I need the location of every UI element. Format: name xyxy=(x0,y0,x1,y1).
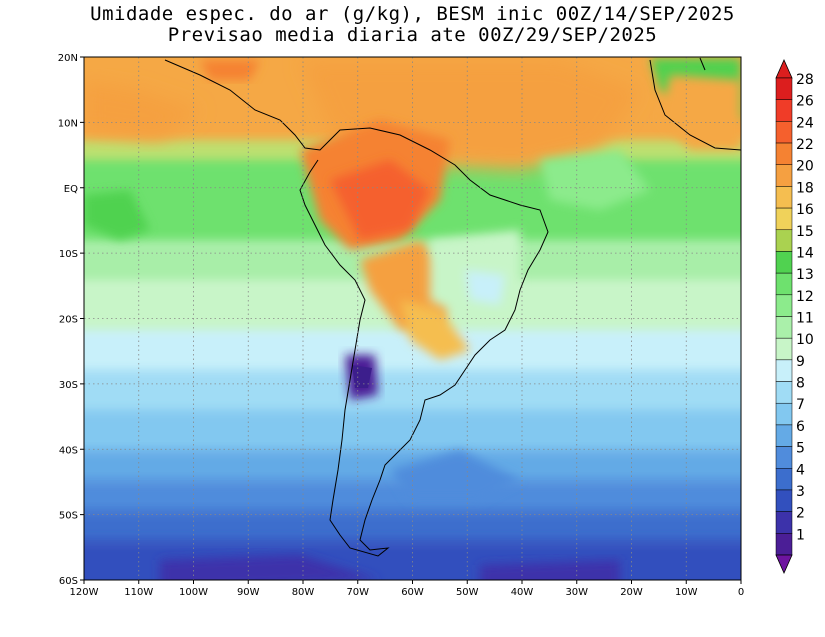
lon-tick-label: 70W xyxy=(346,587,369,598)
colorbar-label: 9 xyxy=(796,354,805,370)
colorbar-swatch xyxy=(775,142,793,165)
colorbar-swatch xyxy=(775,489,793,512)
lat-tick-label: 40S xyxy=(59,445,78,456)
coastlines xyxy=(164,57,741,557)
colorbar-label: 8 xyxy=(796,376,805,392)
colorbar-label: 20 xyxy=(796,159,814,175)
colorbar-label: 16 xyxy=(796,202,814,218)
colorbar-swatch xyxy=(775,251,793,274)
lat-tick-label: 50S xyxy=(59,511,78,522)
lat-tick-label: EQ xyxy=(64,184,78,195)
colorbar-swatch xyxy=(775,229,793,252)
colorbar-swatch xyxy=(775,359,793,382)
colorbar-under-triangle xyxy=(775,554,793,574)
lon-tick-label: 0 xyxy=(738,587,744,598)
lon-tick-label: 100W xyxy=(179,587,208,598)
colorbar-label: 13 xyxy=(796,267,814,283)
colorbar-swatch xyxy=(775,77,793,100)
lat-tick-label: 30S xyxy=(59,380,78,391)
lon-tick-label: 110W xyxy=(124,587,153,598)
lon-tick-label: 50W xyxy=(456,587,479,598)
lat-tick-label: 20N xyxy=(58,53,78,64)
lon-tick-label: 120W xyxy=(70,587,99,598)
colorbar-label: 6 xyxy=(796,419,805,435)
colorbar-swatch xyxy=(775,99,793,122)
lon-tick-label: 90W xyxy=(237,587,260,598)
map-title-line-1: Umidade espec. do ar (g/kg), BESM inic 0… xyxy=(90,3,735,25)
colorbar: 28 26 24 22 20 18 16 15 14 13 12 11 10 9 8 7 6 5 4 3 2 1 xyxy=(775,59,814,574)
lon-tick-label: 10W xyxy=(675,587,698,598)
colorbar-swatch xyxy=(775,446,793,469)
lon-tick-label: 30W xyxy=(565,587,588,598)
colorbar-label: 24 xyxy=(796,115,814,131)
colorbar-label: 14 xyxy=(796,245,814,261)
colorbar-label: 4 xyxy=(796,462,805,478)
colorbar-swatch xyxy=(775,272,793,296)
colorbar-label: 3 xyxy=(796,484,805,500)
lon-tick-label: 20W xyxy=(620,587,643,598)
colorbar-swatch xyxy=(775,424,793,447)
colorbar-swatch xyxy=(775,511,793,534)
colorbar-swatch xyxy=(775,381,793,404)
colorbar-swatch xyxy=(775,186,793,209)
colorbar-swatch xyxy=(775,337,793,361)
lon-tick-label: 40W xyxy=(511,587,534,598)
lat-tick-label: 20S xyxy=(59,315,78,326)
colorbar-swatch xyxy=(775,121,793,144)
graticule xyxy=(84,57,741,580)
colorbar-swatch xyxy=(775,468,793,491)
colorbar-label: 18 xyxy=(796,180,814,196)
lat-tick-label: 10N xyxy=(58,118,78,129)
colorbar-swatch xyxy=(775,402,793,426)
colorbar-label: 12 xyxy=(796,289,814,305)
colorbar-label: 2 xyxy=(796,506,805,522)
colorbar-swatch xyxy=(775,294,793,317)
colorbar-swatch xyxy=(775,164,793,187)
lon-tick-label: 60W xyxy=(401,587,424,598)
colorbar-label: 15 xyxy=(796,224,814,240)
colorbar-label: 22 xyxy=(796,137,814,153)
colorbar-swatch xyxy=(775,207,793,231)
colorbar-label: 26 xyxy=(796,94,814,110)
map-title-line-2: Previsao media diaria ate 00Z/29/SEP/202… xyxy=(167,24,658,46)
colorbar-label: 28 xyxy=(796,72,814,88)
colorbar-label: 1 xyxy=(796,527,805,543)
colorbar-label: 7 xyxy=(796,397,805,413)
colorbar-label: 10 xyxy=(796,332,814,348)
colorbar-label: 11 xyxy=(796,311,814,327)
lat-tick-label: 10S xyxy=(59,249,78,260)
colorbar-swatch xyxy=(775,316,793,339)
colorbar-swatch xyxy=(775,533,793,556)
colorbar-label: 5 xyxy=(796,441,805,457)
axes: 120W 110W 100W 90W 80W 70W 60W 50W 40W 30W 20W 10W 0… xyxy=(58,53,744,598)
lon-tick-label: 80W xyxy=(292,587,315,598)
lat-tick-label: 60S xyxy=(59,576,78,587)
colorbar-over-triangle xyxy=(775,59,793,79)
humidity-field xyxy=(84,57,741,580)
